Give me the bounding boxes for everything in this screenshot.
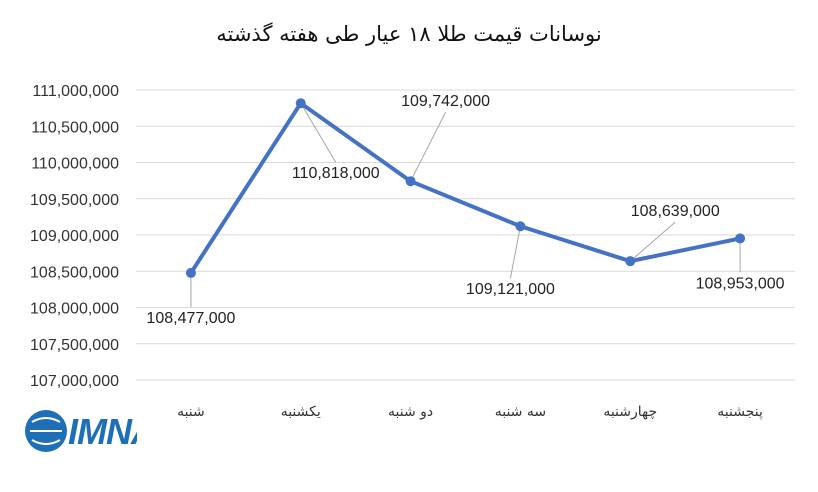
imna-logo: IMNA: [25, 410, 137, 452]
x-tick-label: پنجشنبه: [717, 404, 763, 420]
data-labels: 108,477,000 110,818,000 109,742,000 109,121…: [146, 93, 784, 327]
data-point: [405, 176, 416, 187]
x-tick-label: یکشنبه: [281, 404, 321, 420]
x-tick-label: سه شنبه: [495, 404, 546, 420]
y-tick-label: 110,000,000: [31, 156, 119, 173]
data-point: [515, 221, 526, 232]
data-point: [625, 256, 636, 267]
x-tick-label: چهارشنبه: [603, 404, 657, 420]
series-points: [185, 98, 746, 278]
logo-text: IMNA: [68, 411, 137, 452]
label-leaders: [190, 102, 741, 307]
y-tick-label: 107,500,000: [30, 337, 119, 354]
x-tick-label: دو شنبه: [388, 404, 433, 420]
y-axis-ticks: 107,000,000 107,500,000 108,000,000 108,500…: [30, 83, 119, 390]
y-tick-label: 108,000,000: [30, 301, 119, 318]
data-label: 110,818,000: [292, 165, 380, 182]
label-leader-line: [509, 226, 521, 279]
data-point: [295, 98, 306, 109]
x-axis-ticks: شنبه یکشنبه دو شنبه سه شنبه چهارشنبه پنجشنبه: [177, 404, 763, 420]
data-point: [735, 233, 746, 244]
data-label: 109,742,000: [401, 93, 490, 110]
data-label: 108,477,000: [146, 310, 235, 327]
series-line-path: [189, 101, 741, 275]
y-tick-label: 111,000,000: [32, 83, 119, 100]
gridlines: [136, 89, 795, 381]
y-tick-label: 109,000,000: [30, 228, 119, 245]
series-line: [189, 101, 741, 275]
y-tick-label: 109,500,000: [30, 192, 119, 209]
label-leader-line: [300, 102, 337, 163]
x-tick-label: شنبه: [177, 404, 205, 420]
y-tick-label: 107,000,000: [30, 373, 119, 390]
data-label: 108,953,000: [696, 275, 785, 292]
label-leader-line: [629, 221, 676, 262]
data-point: [185, 267, 196, 278]
data-label: 108,639,000: [631, 203, 720, 220]
chart-title: نوسانات قیمت طلا ۱۸ عیار طی هفته گذشته: [216, 22, 602, 46]
label-leader-line: [410, 111, 447, 182]
y-tick-label: 110,500,000: [31, 119, 119, 136]
y-tick-label: 108,500,000: [30, 264, 119, 281]
data-label: 109,121,000: [466, 281, 555, 298]
